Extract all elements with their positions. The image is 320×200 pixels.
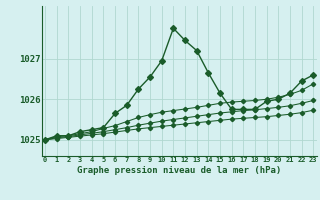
X-axis label: Graphe pression niveau de la mer (hPa): Graphe pression niveau de la mer (hPa) <box>77 166 281 175</box>
